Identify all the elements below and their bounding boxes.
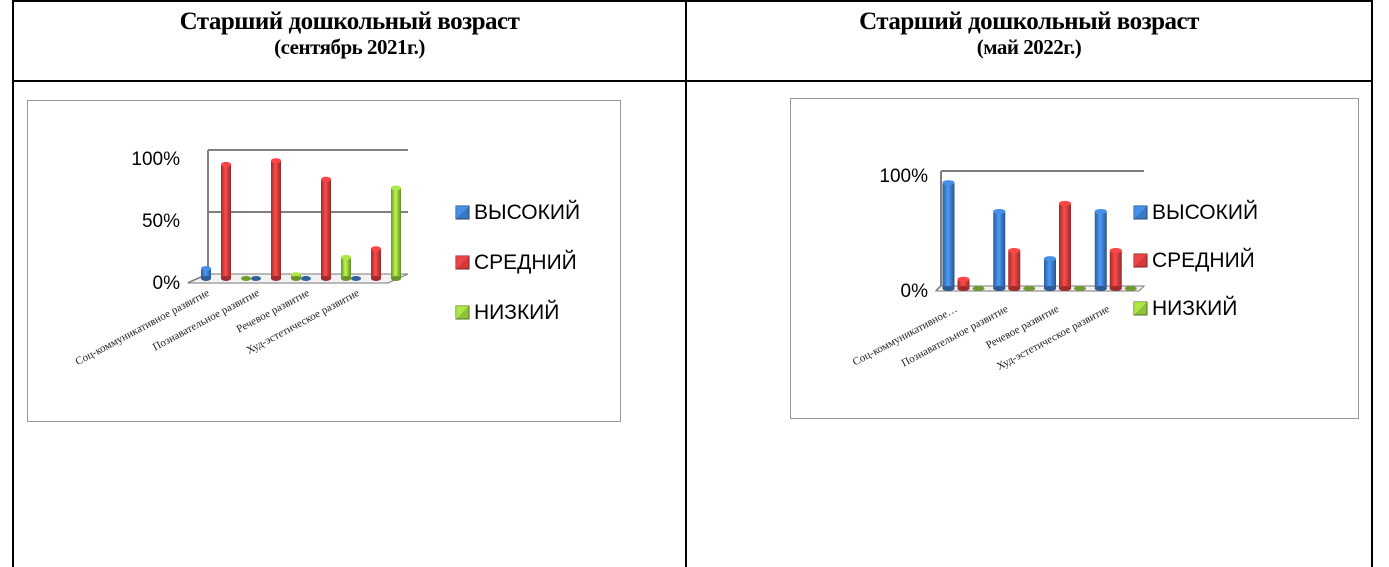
legend-swatch-shine <box>456 206 469 219</box>
legend-label: НИЗКИЙ <box>1152 296 1237 320</box>
bar-высокий <box>942 182 955 289</box>
bar-cap <box>341 254 351 260</box>
bar-cap <box>291 272 301 278</box>
bar-средний <box>1008 250 1021 289</box>
y-tick-label: 0% <box>153 273 181 294</box>
bar-cap <box>1008 248 1021 254</box>
bar-высокий <box>201 268 211 279</box>
table-border-left <box>12 0 14 567</box>
bar-cap <box>391 185 401 191</box>
column-period: (сентябрь 2021г.) <box>274 34 425 59</box>
bar-низкий <box>1074 286 1086 291</box>
bar-cap <box>271 158 281 164</box>
bar-cap <box>221 161 231 167</box>
bar-средний <box>1109 250 1122 289</box>
bar-base <box>221 276 231 281</box>
y-tick-label: 100% <box>879 166 928 187</box>
y-tick-label: 0% <box>901 281 929 302</box>
bar-base <box>291 276 301 281</box>
bar-base <box>1109 286 1122 291</box>
bar-средний <box>957 279 970 289</box>
legend-label: СРЕДНИЙ <box>1152 248 1255 272</box>
bar-cap <box>1094 208 1107 214</box>
comparison-table: Старший дошкольный возраст (сентябрь 202… <box>12 0 1373 567</box>
bar-cap <box>1109 248 1122 254</box>
column-header-september: Старший дошкольный возраст (сентябрь 202… <box>14 8 685 59</box>
chart-svg-september: 100%50%0%Соц-коммуникативное развитиеПоз… <box>73 149 580 368</box>
column-period: (май 2022г.) <box>976 34 1082 59</box>
bar-base <box>321 276 331 281</box>
bar-base <box>993 286 1006 291</box>
bar-высокий <box>351 276 361 281</box>
legend-label: НИЗКИЙ <box>474 300 559 324</box>
bar-низкий <box>1023 286 1036 291</box>
bar-низкий <box>1124 286 1137 291</box>
chart-floor <box>934 285 1146 292</box>
bar-base <box>1008 286 1021 291</box>
bar-низкий <box>972 286 985 291</box>
bar-cap <box>371 246 381 252</box>
legend-swatch-shine <box>456 306 469 319</box>
bar-cap <box>321 176 331 182</box>
legend-swatch-shine <box>1134 302 1147 315</box>
bar-средний <box>221 164 231 279</box>
bar-низкий <box>241 276 251 281</box>
bar-cap <box>201 266 211 272</box>
y-tick-label: 50% <box>142 211 180 232</box>
table-border-middle <box>685 0 687 567</box>
column-title: Старший дошкольный возраст <box>179 8 520 35</box>
bar-высокий <box>993 211 1006 289</box>
bar-высокий <box>251 276 261 281</box>
column-header-may: Старший дошкольный возраст (май 2022г.) <box>687 8 1371 59</box>
bar-base <box>341 276 351 281</box>
legend-label: ВЫСОКИЙ <box>1152 200 1258 224</box>
legend-label: ВЫСОКИЙ <box>474 200 580 224</box>
bar-высокий <box>1094 211 1107 289</box>
bar-base <box>1094 286 1107 291</box>
bar-base <box>1044 286 1056 291</box>
bar-cap <box>957 276 970 282</box>
bar-средний <box>271 160 281 279</box>
legend-swatch-shine <box>1134 206 1147 219</box>
table-header-divider <box>12 80 1373 82</box>
bar-base <box>942 286 955 291</box>
bar-base <box>201 276 211 281</box>
bar-низкий <box>391 187 401 279</box>
table-border-top <box>12 0 1373 2</box>
legend-swatch-shine <box>1134 254 1147 267</box>
legend-swatch-shine <box>456 256 469 269</box>
bar-cap <box>993 208 1006 214</box>
chart-may: 100% 0% Соц-коммуникативное… Познавательное… <box>790 98 1359 419</box>
bar-средний <box>1059 203 1071 289</box>
bar-высокий <box>1044 258 1056 289</box>
bar-средний <box>321 179 331 279</box>
bar-cap <box>1044 256 1056 262</box>
column-title: Старший дошкольный возраст <box>859 8 1199 35</box>
bar-высокий <box>301 276 311 281</box>
bar-низкий <box>341 257 351 279</box>
bar-base <box>1059 286 1071 291</box>
chart-svg-may: 100%0%Соц-коммуникативное…Познавательное… <box>851 166 1258 373</box>
bar-base <box>957 286 970 291</box>
bar-cap <box>942 180 955 186</box>
bar-base <box>271 276 281 281</box>
legend-label: СРЕДНИЙ <box>474 250 577 274</box>
bar-cap <box>1059 200 1071 206</box>
bar-base <box>391 276 401 281</box>
table-border-right <box>1371 0 1373 567</box>
bar-средний <box>371 248 381 279</box>
y-tick-label: 100% <box>131 149 180 170</box>
chart-september: 100% 50% 0% Соц-коммуникативное развитие Поз… <box>27 100 621 422</box>
bar-base <box>371 276 381 281</box>
